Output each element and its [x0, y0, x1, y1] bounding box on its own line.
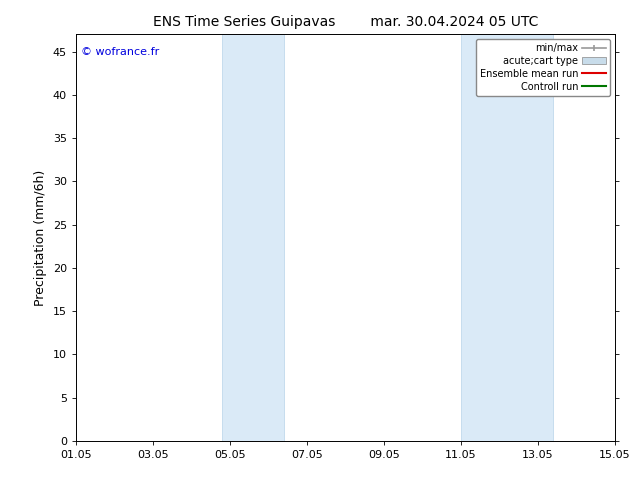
Title: ENS Time Series Guipavas        mar. 30.04.2024 05 UTC: ENS Time Series Guipavas mar. 30.04.2024…	[153, 15, 538, 29]
Text: © wofrance.fr: © wofrance.fr	[81, 47, 160, 56]
Bar	[223, 34, 284, 441]
Y-axis label: Precipitation (mm/6h): Precipitation (mm/6h)	[34, 170, 48, 306]
Legend: min/max, acute;cart type, Ensemble mean run, Controll run: min/max, acute;cart type, Ensemble mean …	[476, 39, 610, 96]
Bar	[461, 34, 553, 441]
